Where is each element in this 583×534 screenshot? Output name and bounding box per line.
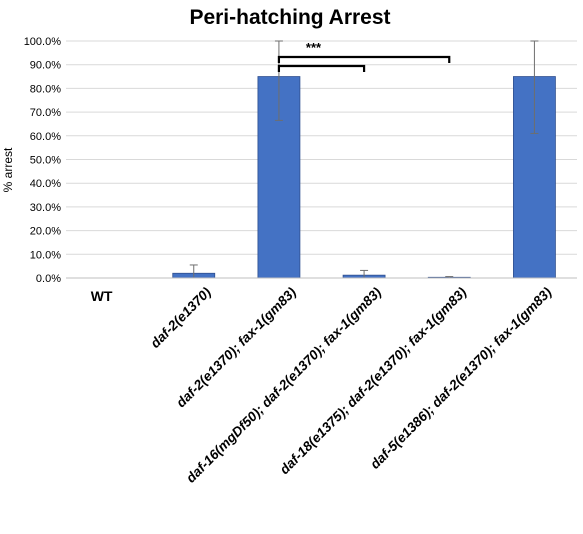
x-tick-label: daf-5(e1386); daf-2(e1370); fax-1(gm83) — [367, 284, 555, 472]
chart-title: Peri-hatching Arrest — [189, 6, 390, 29]
bars — [172, 76, 556, 279]
y-tick-label: 60.0% — [30, 131, 61, 143]
y-tick-label: 20.0% — [30, 226, 61, 238]
x-axis-tick-labels: WT daf-2(e1370)daf-2(e1370); fax-1(gm83)d… — [91, 284, 555, 485]
y-tick-label: 70.0% — [30, 107, 61, 119]
y-tick-label: 100.0% — [24, 36, 62, 48]
x-tick-label: daf-18(e1375); daf-2(e1370); fax-1(gm83) — [277, 284, 470, 477]
significance-bracket — [277, 55, 451, 63]
x-tick-label: daf-2(e1370) — [148, 284, 215, 351]
significance-brackets: *** — [277, 40, 451, 72]
x-tick-label: WT — [91, 288, 113, 304]
y-tick-label: 50.0% — [30, 155, 61, 167]
error-bars — [189, 40, 539, 279]
y-axis-label: % arrest — [1, 147, 15, 192]
significance-label: *** — [306, 40, 322, 55]
y-tick-label: 90.0% — [30, 60, 61, 72]
x-tick-label: daf-16(mgDf50); daf-2(e1370); fax-1(gm83… — [183, 284, 384, 485]
gridlines — [66, 40, 577, 255]
y-tick-label: 10.0% — [30, 249, 61, 261]
y-tick-label: 0.0% — [36, 273, 61, 285]
y-axis-ticks: 0.0% 10.0% 20.0% 30.0% 40.0% 50.0% 60.0% 70.0% 8… — [24, 36, 62, 285]
significance-bracket — [277, 64, 366, 72]
y-tick-label: 40.0% — [30, 178, 61, 190]
y-tick-label: 80.0% — [30, 83, 61, 95]
y-tick-label: 30.0% — [30, 202, 61, 214]
